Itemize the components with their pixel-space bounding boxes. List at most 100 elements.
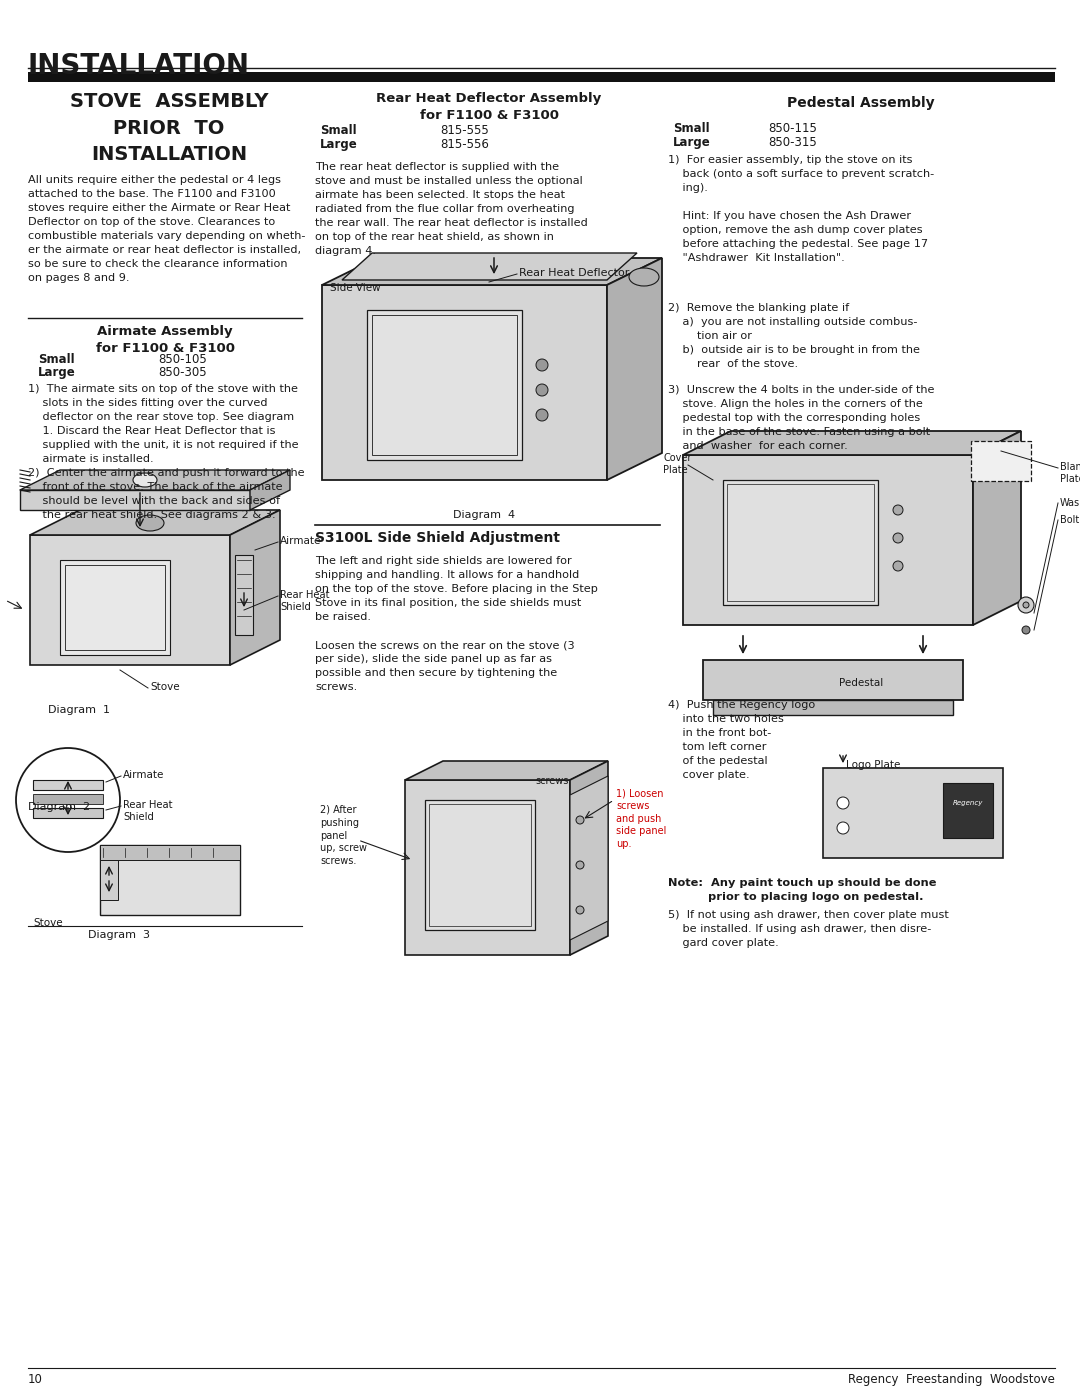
- Text: Regency  Freestanding  Woodstove: Regency Freestanding Woodstove: [848, 1373, 1055, 1386]
- Bar: [372, 314, 517, 455]
- Circle shape: [1023, 602, 1029, 608]
- Circle shape: [536, 384, 548, 395]
- Bar: [60, 560, 170, 655]
- Text: 850-305: 850-305: [158, 366, 206, 379]
- Polygon shape: [570, 761, 608, 956]
- Text: 1) Loosen
screws
and push
side panel
up.: 1) Loosen screws and push side panel up.: [616, 788, 666, 849]
- Bar: [723, 481, 878, 605]
- Bar: [100, 845, 240, 861]
- Circle shape: [576, 907, 584, 914]
- Polygon shape: [21, 469, 291, 490]
- Circle shape: [576, 816, 584, 824]
- Polygon shape: [249, 469, 291, 510]
- Text: Large: Large: [320, 138, 357, 151]
- Text: Cover
Plate: Cover Plate: [663, 453, 691, 475]
- Text: 1)  For easier assembly, tip the stove on its
    back (onto a soft surface to p: 1) For easier assembly, tip the stove on…: [669, 155, 934, 263]
- Text: Side View: Side View: [330, 284, 380, 293]
- Text: Pedestal: Pedestal: [839, 678, 883, 687]
- Ellipse shape: [136, 515, 164, 531]
- Bar: [713, 700, 953, 715]
- Text: The rear heat deflector is supplied with the
stove and must be installed unless : The rear heat deflector is supplied with…: [315, 162, 588, 256]
- Text: Note:  Any paint touch up should be done
          prior to placing logo on pede: Note: Any paint touch up should be done …: [669, 877, 936, 902]
- Text: Diagram  4: Diagram 4: [453, 510, 515, 520]
- Text: Rear Heat
Shield: Rear Heat Shield: [123, 800, 173, 823]
- Text: Large: Large: [673, 136, 711, 149]
- Text: 2)  Center the airmate and push it forward to the
    front of the stove. The ba: 2) Center the airmate and push it forwar…: [28, 468, 305, 520]
- Polygon shape: [30, 510, 280, 535]
- Text: 10: 10: [28, 1373, 43, 1386]
- Ellipse shape: [133, 474, 157, 488]
- Text: 2) After
pushing
panel
up, screw
screws.: 2) After pushing panel up, screw screws.: [320, 805, 367, 866]
- Polygon shape: [21, 490, 249, 510]
- Text: Rear Heat
Shield: Rear Heat Shield: [280, 590, 329, 612]
- Polygon shape: [683, 455, 973, 624]
- Text: Stove: Stove: [150, 682, 179, 692]
- Bar: [28, 73, 1055, 82]
- Text: Diagram  3: Diagram 3: [87, 930, 150, 940]
- Polygon shape: [607, 258, 662, 481]
- Bar: [100, 861, 118, 900]
- Text: Airmate: Airmate: [280, 536, 322, 546]
- Bar: [727, 483, 874, 601]
- Text: Rear Heat Deflector: Rear Heat Deflector: [519, 268, 630, 278]
- Text: 815-556: 815-556: [440, 138, 489, 151]
- Polygon shape: [230, 510, 280, 665]
- Polygon shape: [342, 253, 637, 279]
- Text: Airmate Assembly
for F1100 & F3100: Airmate Assembly for F1100 & F3100: [95, 326, 234, 355]
- Circle shape: [837, 821, 849, 834]
- Text: Airmate: Airmate: [123, 770, 164, 780]
- Text: Small: Small: [320, 124, 356, 137]
- Text: Bolt: Bolt: [1059, 515, 1079, 525]
- Bar: [426, 800, 535, 930]
- Polygon shape: [30, 535, 230, 665]
- Polygon shape: [405, 780, 570, 956]
- Bar: [823, 768, 1003, 858]
- Bar: [65, 564, 165, 650]
- Bar: [429, 805, 531, 926]
- Text: 1)  The airmate sits on top of the stove with the
    slots in the sides fitting: 1) The airmate sits on top of the stove …: [28, 384, 299, 464]
- Text: Rear Heat Deflector Assembly
for F1100 & F3100: Rear Heat Deflector Assembly for F1100 &…: [376, 92, 602, 122]
- Text: Diagram  2: Diagram 2: [28, 802, 90, 812]
- Text: INSTALLATION: INSTALLATION: [28, 52, 249, 80]
- Text: Small: Small: [673, 122, 710, 136]
- Bar: [33, 780, 103, 789]
- Bar: [235, 555, 253, 636]
- Text: 815-555: 815-555: [440, 124, 489, 137]
- Ellipse shape: [629, 268, 659, 286]
- Bar: [971, 441, 1031, 481]
- Text: Stove: Stove: [33, 918, 63, 928]
- Text: 850-315: 850-315: [768, 136, 816, 149]
- Circle shape: [576, 861, 584, 869]
- Text: screws: screws: [535, 775, 568, 787]
- Text: S3100L Side Shield Adjustment: S3100L Side Shield Adjustment: [315, 531, 561, 545]
- Text: The left and right side shields are lowered for
shipping and handling. It allows: The left and right side shields are lowe…: [315, 556, 598, 692]
- Text: 2)  Remove the blanking plate if
    a)  you are not installing outside combus-
: 2) Remove the blanking plate if a) you a…: [669, 303, 920, 369]
- Text: Small: Small: [38, 353, 75, 366]
- Polygon shape: [683, 432, 1021, 455]
- Text: Pedestal Assembly: Pedestal Assembly: [787, 96, 935, 110]
- Text: Diagram  1: Diagram 1: [48, 705, 110, 715]
- Circle shape: [536, 409, 548, 420]
- Text: 5)  If not using ash drawer, then cover plate must
    be installed. If using as: 5) If not using ash drawer, then cover p…: [669, 909, 948, 949]
- Bar: [367, 310, 522, 460]
- Text: Logo Plate: Logo Plate: [846, 760, 901, 770]
- Text: Large: Large: [38, 366, 76, 379]
- Polygon shape: [322, 285, 607, 481]
- Text: 3)  Unscrew the 4 bolts in the under-side of the
    stove. Align the holes in t: 3) Unscrew the 4 bolts in the under-side…: [669, 386, 934, 451]
- Polygon shape: [322, 258, 662, 285]
- Circle shape: [1022, 626, 1030, 634]
- Circle shape: [837, 798, 849, 809]
- Bar: [33, 807, 103, 819]
- Text: STOVE  ASSEMBLY
PRIOR  TO
INSTALLATION: STOVE ASSEMBLY PRIOR TO INSTALLATION: [70, 92, 268, 163]
- Circle shape: [893, 562, 903, 571]
- Polygon shape: [405, 761, 608, 780]
- Circle shape: [893, 504, 903, 515]
- Circle shape: [893, 534, 903, 543]
- Polygon shape: [570, 775, 608, 940]
- Text: 850-105: 850-105: [158, 353, 206, 366]
- Text: 4)  Push the Regency logo
    into the two holes
    in the front bot-
    tom l: 4) Push the Regency logo into the two ho…: [669, 700, 815, 780]
- Text: All units require either the pedestal or 4 legs
attached to the base. The F1100 : All units require either the pedestal or…: [28, 175, 306, 284]
- Bar: [33, 793, 103, 805]
- Circle shape: [536, 359, 548, 372]
- Bar: [100, 845, 240, 915]
